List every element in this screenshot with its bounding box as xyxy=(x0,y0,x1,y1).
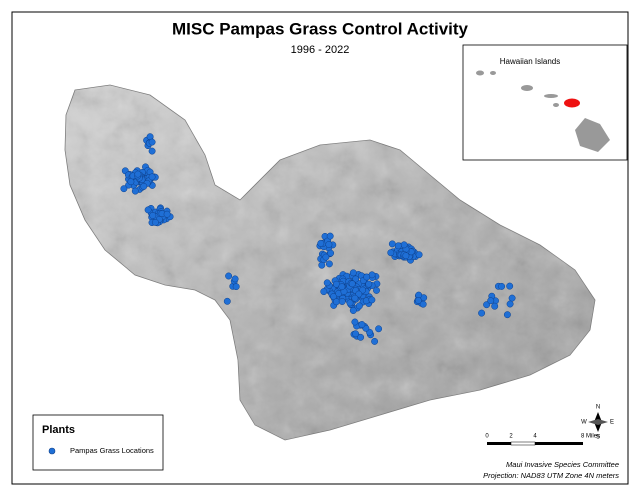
credit: Projection: NAD83 UTM Zone 4N meters xyxy=(483,471,619,480)
point xyxy=(491,302,499,310)
point xyxy=(352,275,360,283)
point xyxy=(373,286,380,294)
point xyxy=(317,239,325,247)
point xyxy=(375,325,383,333)
legend-item: Pampas Grass Locations xyxy=(70,446,154,455)
point xyxy=(478,309,486,317)
inset-label: Hawaiian Islands xyxy=(500,57,560,66)
point xyxy=(148,138,156,146)
point xyxy=(148,173,156,181)
point xyxy=(323,279,331,287)
point xyxy=(320,288,328,296)
point xyxy=(351,318,359,326)
scale-label: 0 xyxy=(485,434,489,440)
island xyxy=(575,118,610,152)
point xyxy=(506,300,514,308)
point xyxy=(419,300,427,308)
island xyxy=(521,85,533,91)
inset-map: Hawaiian Islands xyxy=(462,44,628,161)
island xyxy=(490,71,496,75)
island xyxy=(553,103,559,107)
point xyxy=(346,299,354,307)
scale-label: 8 Miles xyxy=(581,434,600,440)
legend: Plants Pampas Grass Locations xyxy=(32,414,164,471)
point xyxy=(332,298,340,306)
island-maui xyxy=(564,98,580,108)
legend-symbol xyxy=(48,447,56,455)
point xyxy=(368,296,376,304)
point xyxy=(349,307,357,314)
north-arrow: N S E W xyxy=(581,405,614,441)
point xyxy=(349,269,357,277)
point xyxy=(127,178,135,186)
point xyxy=(330,293,338,300)
point xyxy=(148,147,156,155)
point xyxy=(415,251,423,259)
point xyxy=(498,282,506,290)
point xyxy=(365,280,373,288)
scale-label: 2 xyxy=(509,434,513,440)
compass-n: N xyxy=(596,405,600,411)
credit: Maui Invasive Species Committee xyxy=(506,460,619,469)
point xyxy=(506,282,514,290)
scale-segment xyxy=(510,441,536,446)
point xyxy=(357,333,365,341)
point xyxy=(327,249,335,257)
point xyxy=(355,302,363,310)
point xyxy=(371,337,379,345)
point xyxy=(388,240,396,248)
point xyxy=(223,297,231,305)
point xyxy=(508,294,516,302)
point xyxy=(134,170,142,178)
compass-needle xyxy=(588,419,608,425)
point xyxy=(362,297,370,305)
scale-label: 4 xyxy=(533,434,537,440)
point xyxy=(338,298,346,305)
subtitle: 1996 - 2022 xyxy=(291,44,350,56)
point xyxy=(483,301,491,309)
pampas-grass-points xyxy=(120,133,516,345)
point xyxy=(144,206,152,214)
island xyxy=(544,94,558,98)
point xyxy=(325,241,333,248)
point xyxy=(338,283,346,291)
scale-segment xyxy=(487,442,511,445)
point xyxy=(326,232,334,240)
island xyxy=(476,70,484,76)
point xyxy=(402,252,410,260)
legend-frame xyxy=(32,414,164,471)
compass-s: S xyxy=(596,435,600,441)
point xyxy=(351,294,359,302)
point xyxy=(387,249,395,257)
point xyxy=(394,242,402,250)
point xyxy=(358,321,366,328)
point xyxy=(322,253,330,261)
point xyxy=(363,273,371,281)
point xyxy=(151,218,159,226)
point xyxy=(348,280,356,288)
point xyxy=(120,185,128,193)
point xyxy=(400,241,408,249)
point xyxy=(414,297,422,304)
scale-bar: 0 2 4 8 Miles xyxy=(485,434,600,446)
point xyxy=(225,272,233,280)
point xyxy=(325,260,333,268)
point xyxy=(352,330,360,338)
point xyxy=(149,212,157,219)
point xyxy=(140,182,148,190)
title: MISC Pampas Grass Control Activity xyxy=(172,19,469,38)
point xyxy=(163,210,171,218)
compass-w: W xyxy=(581,420,587,426)
point xyxy=(231,275,239,283)
legend-title: Plants xyxy=(42,424,75,436)
scale-segment xyxy=(535,442,583,445)
point xyxy=(487,297,495,305)
point xyxy=(503,311,511,319)
compass-e: E xyxy=(610,420,614,426)
point xyxy=(232,283,240,291)
point xyxy=(131,187,139,195)
